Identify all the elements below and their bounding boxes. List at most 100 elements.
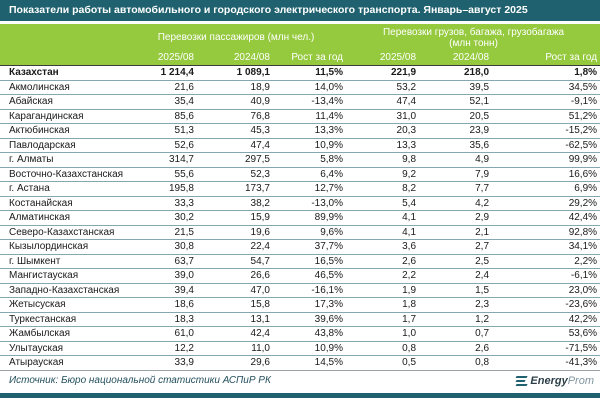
value-cell: 16,5% [274, 254, 348, 269]
value-cell: 21,6 [125, 80, 198, 95]
value-cell: 51,2% [493, 109, 600, 124]
value-cell: 14,5% [314, 357, 344, 368]
value-cell: -15,2% [493, 123, 600, 139]
value-cell: 39,4 [125, 283, 198, 298]
value-cell: -13,0% [274, 196, 348, 211]
region-cell: Костанайская [0, 196, 125, 211]
value-cell: 23,9 [420, 123, 494, 139]
region-cell: Кызылординская [0, 239, 125, 255]
column-header-pass-2025: 2025/08 [125, 51, 198, 66]
value-cell: 5,8% [274, 152, 348, 168]
table-row: Туркестанская 18,3 13,1 39,6% 1,7 1,2 42,2% [0, 312, 600, 327]
value-cell: 35,6 [420, 138, 494, 153]
value-cell: 173,7 [198, 181, 274, 197]
value-cell: 39,5 [420, 80, 494, 95]
table-row: Акмолинская 21,6 18,9 14,0% 53,2 39,5 34,5% [0, 80, 600, 95]
value-cell: 7,9 [420, 167, 494, 182]
table-row: Северо-Казахстанская 21,5 19,6 9,6% 4,1 2,1 92… [0, 225, 600, 240]
value-cell: 218,0 [420, 65, 494, 81]
value-cell: 42,2% [493, 312, 600, 327]
value-cell: 1,8 [347, 297, 421, 313]
value-cell: 20,5 [420, 109, 494, 124]
value-cell: 63,7 [125, 254, 198, 269]
value-cell: 38,2 [198, 196, 274, 211]
bottom-bar [0, 392, 600, 398]
value-cell: 20,3 [347, 123, 421, 139]
table-row: Казахстан 1 214,4 1 089,1 11,5% 221,9 218,0 1,… [0, 65, 600, 81]
value-cell: 4,1 [347, 210, 421, 226]
table-row: Кызылординская 30,8 22,4 37,7% 3,6 2,7 34,1% [0, 239, 600, 255]
value-cell: 11,5% [274, 65, 348, 81]
value-cell: 2,7 [420, 239, 494, 255]
value-cell: 2,5 [420, 254, 494, 269]
value-cell: 42,4 [198, 326, 274, 342]
table-row: Жетысуская 18,6 15,8 17,3% 1,8 2,3 -23,6% [0, 297, 600, 313]
group-header-cargo: Перевозки грузов, багажа, грузобагажа (м… [347, 24, 600, 51]
value-cell: 2,6 [420, 341, 494, 356]
value-cell: 29,6 [250, 357, 270, 368]
group-header-passengers-label: Перевозки пассажиров (млн чел.) [157, 32, 315, 43]
region-cell: г. Алматы [0, 152, 125, 168]
region-cell: Улытауская [0, 341, 125, 356]
value-cell: 61,0 [125, 326, 198, 342]
value-cell: 9,8 [347, 152, 421, 168]
value-cell: 5,4 [347, 196, 421, 211]
table-header: Перевозки пассажиров (млн чел.) Перевозк… [0, 24, 600, 66]
value-cell: 29,2% [493, 196, 600, 211]
value-cell: 40,9 [198, 94, 274, 110]
value-cell: 15,8 [198, 297, 274, 313]
value-cell: 1 214,4 [125, 65, 198, 81]
value-cell: 13,3 [347, 138, 421, 153]
value-cell: 35,4 [125, 94, 198, 110]
value-cell: 1,0 [347, 326, 421, 342]
value-cell: -71,5% [493, 341, 600, 356]
value-cell: 53,2 [347, 80, 421, 95]
region-column-spacer [0, 24, 125, 51]
value-cell: -13,4% [274, 94, 348, 110]
value-cell: 45,3 [198, 123, 274, 139]
value-cell: 4,1 [347, 225, 421, 240]
region-cell: Мангистауская [0, 268, 125, 284]
value-cell: 15,9 [198, 210, 274, 226]
logo-energy-text: Energy [530, 374, 568, 387]
value-cell: 54,7 [198, 254, 274, 269]
value-cell: 92,8% [493, 225, 600, 240]
value-cell: 0,8 [475, 357, 490, 368]
value-cell: 9,6% [274, 225, 348, 240]
region-cell: г. Шымкент [0, 254, 125, 269]
column-header-cargo-2024: 2024/08 [420, 51, 494, 66]
energyprom-wordmark: EnergyProm [530, 375, 594, 387]
value-cell: 51,3 [125, 123, 198, 139]
value-cell: 0,5 [402, 357, 417, 368]
source-note: Источник: Бюро национальной статистики А… [9, 375, 271, 386]
value-cell: 52,6 [125, 138, 198, 153]
title-bar: Показатели работы автомобильного и город… [0, 0, 600, 21]
value-cell: -6,1% [493, 268, 600, 284]
value-cell: 16,6% [493, 167, 600, 182]
stats-table: Перевозки пассажиров (млн чел.) Перевозк… [0, 24, 600, 370]
table-row: Восточно-Казахстанская 55,6 52,3 6,4% 9,2 7,9… [0, 167, 600, 182]
value-cell: 2,4 [420, 268, 494, 284]
value-cell: 30,8 [125, 239, 198, 255]
value-cell: 33,3 [125, 196, 198, 211]
column-header-pass-2024: 2024/08 [198, 51, 274, 66]
region-cell: Павлодарская [0, 138, 125, 153]
value-cell: 85,6 [125, 109, 198, 124]
value-cell: 2,6 [347, 254, 421, 269]
value-cell: 18,9 [198, 80, 274, 95]
value-cell: 6,9% [493, 181, 600, 197]
value-cell: 2,1 [420, 225, 494, 240]
table-row: Костанайская 33,3 38,2 -13,0% 5,4 4,2 29,2% [0, 196, 600, 211]
energyprom-logo: EnergyProm [515, 375, 594, 387]
value-cell: 23,0% [493, 283, 600, 298]
value-cell: 13,1 [198, 312, 274, 327]
value-cell: -41,3% [565, 357, 598, 368]
table-row: г. Астана 195,8 173,7 12,7% 8,2 7,7 6,9% [0, 181, 600, 197]
value-cell: 10,9% [274, 138, 348, 153]
value-cell: 0,7 [420, 326, 494, 342]
value-cell: 33,9 [174, 357, 194, 368]
value-cell: 12,7% [274, 181, 348, 197]
energyprom-icon [515, 375, 529, 387]
value-cell: 47,0 [198, 283, 274, 298]
value-cell: 30,2 [125, 210, 198, 226]
